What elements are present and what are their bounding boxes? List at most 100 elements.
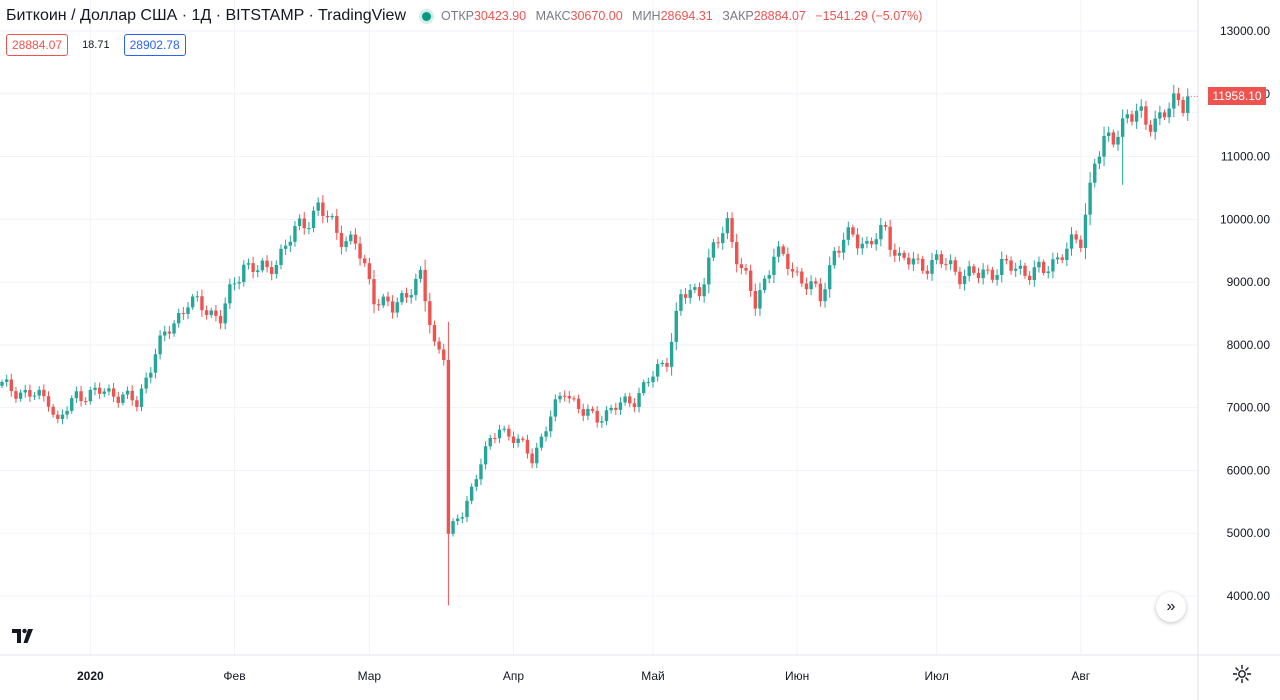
candle-body (944, 264, 948, 266)
candle-body (1069, 234, 1074, 249)
time-tick-label: Апр (503, 669, 525, 683)
candle-body (60, 414, 65, 419)
candle-body (823, 289, 827, 302)
candle-body (1186, 96, 1190, 113)
price-tick-label: 9000.00 (1227, 275, 1271, 289)
ohlc-values: ОТКР30423.90 МАКС30670.00 МИН28694.31 ЗА… (441, 9, 922, 23)
candle-body (302, 218, 306, 229)
candle-body (962, 275, 967, 285)
candle-body (679, 294, 683, 311)
candle-body (916, 258, 920, 260)
candle-body (428, 301, 432, 326)
candle-body (451, 521, 455, 534)
spread-value: 18.71 (82, 39, 110, 51)
candle-body (544, 431, 548, 437)
candle-body (414, 278, 418, 296)
candle-body (200, 296, 204, 311)
candle-body (795, 271, 799, 273)
candle-body (888, 226, 892, 250)
candle-body (479, 464, 483, 480)
candle-body (721, 233, 725, 244)
candle-body (604, 410, 609, 422)
candle-body (507, 428, 511, 437)
candle-body (832, 250, 837, 266)
candle-body (97, 387, 102, 394)
candle-body (232, 283, 237, 285)
market-status-icon[interactable] (422, 11, 431, 21)
price-tick-label: 10000.00 (1220, 212, 1270, 226)
candle-body (1167, 108, 1171, 118)
candle-body (883, 225, 888, 227)
symbol-title[interactable]: Биткоин / Доллар США · 1Д · BITSTAMP · T… (6, 7, 406, 24)
candle-body (702, 284, 706, 297)
price-tick-label: 7000.00 (1227, 401, 1271, 415)
candle-body (730, 218, 734, 243)
candle-body (423, 269, 427, 302)
candle-body (149, 372, 153, 378)
candle-body (995, 275, 999, 280)
candle-body (488, 438, 492, 447)
candle-body (111, 388, 116, 397)
candle-body (688, 289, 692, 298)
candle-body (195, 296, 199, 298)
candle-body (1148, 124, 1153, 132)
candle-body (37, 389, 41, 396)
candle-body (102, 391, 106, 394)
candle-body (242, 264, 246, 283)
candle-body (270, 267, 274, 274)
candle-body (986, 269, 990, 271)
candle-body (874, 239, 878, 245)
order-panel: 28884.07 18.71 28902.78 (6, 34, 186, 56)
time-tick-label: Июл (924, 669, 948, 683)
tradingview-logo-icon[interactable] (10, 624, 38, 648)
price-tick-label: 8000.00 (1227, 338, 1271, 352)
change-value: −1541.29 (−5.07%) (815, 9, 923, 23)
candle-body (781, 246, 785, 254)
candle-body (381, 296, 385, 306)
candle-body (934, 254, 939, 260)
candle-body (209, 310, 213, 315)
candle-body (846, 227, 850, 240)
time-tick-label: 2020 (77, 669, 104, 683)
candle-body (572, 398, 576, 400)
candle-body (576, 398, 581, 410)
candle-body (921, 258, 925, 271)
candle-body (84, 401, 88, 403)
candle-body (707, 257, 711, 285)
candle-body (632, 403, 637, 407)
candle-body (9, 379, 13, 392)
candle-body (1120, 118, 1125, 137)
candle-body (665, 362, 669, 367)
candle-body (762, 278, 767, 291)
scroll-to-realtime-button[interactable]: » (1156, 592, 1186, 622)
candle-body (930, 259, 934, 274)
candle-body (65, 410, 69, 415)
gear-icon[interactable] (1232, 664, 1252, 684)
candle-body (1027, 275, 1032, 281)
candle-body (1037, 261, 1041, 268)
candle-body (363, 258, 367, 264)
candle-body (1176, 93, 1181, 100)
candle-body (539, 436, 544, 448)
candle-body (297, 218, 302, 226)
candle-body (953, 260, 957, 272)
candle-body (125, 390, 130, 395)
sell-button[interactable]: 28884.07 (6, 34, 69, 56)
candle-body (581, 409, 585, 416)
candle-body (1153, 118, 1157, 132)
candle-body (358, 243, 362, 259)
candle-body (18, 392, 23, 399)
last-price-label: 11958.10 (1208, 87, 1266, 106)
candle-body (711, 242, 716, 258)
candle-body (646, 382, 651, 384)
candle-body (28, 389, 32, 397)
candle-body (1065, 248, 1069, 260)
candle-body (497, 429, 502, 439)
candle-body (93, 387, 97, 390)
candle-body (744, 267, 748, 271)
candle-body (1134, 110, 1139, 122)
candle-body (88, 389, 93, 402)
buy-button[interactable]: 28902.78 (123, 34, 186, 56)
